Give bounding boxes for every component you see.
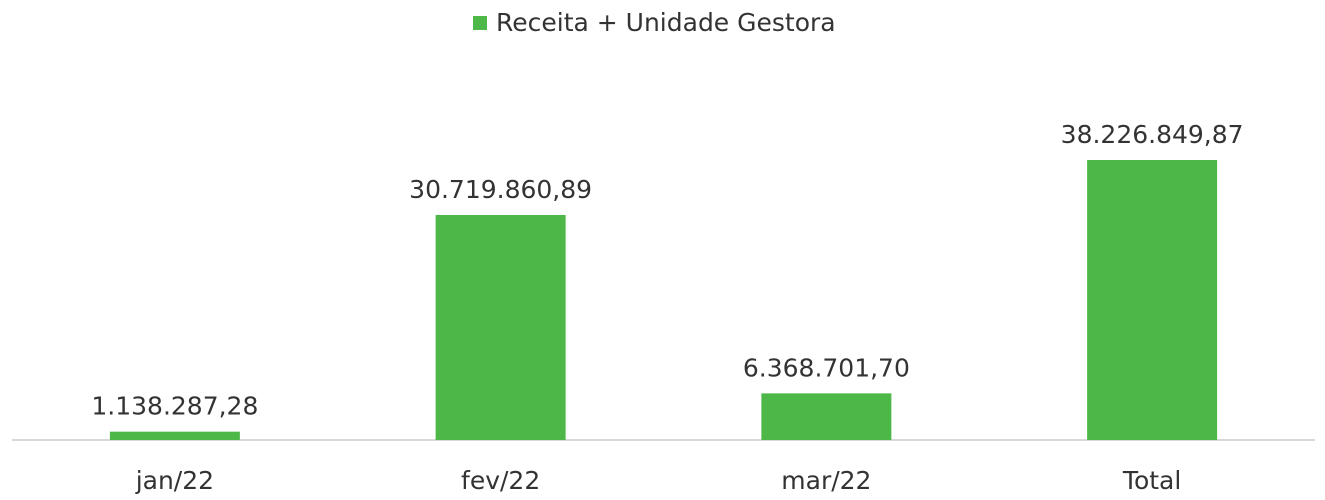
data-label: 30.719.860,89 [409,175,592,204]
data-label: 1.138.287,28 [91,392,258,421]
x-tick-label: Total [1122,466,1181,495]
legend-swatch [473,16,487,30]
data-label: 38.226.849,87 [1061,120,1244,149]
bar [109,431,240,440]
bar [435,214,566,440]
x-tick-label: jan/22 [135,466,214,495]
bar [1087,160,1218,440]
legend-label: Receita + Unidade Gestora [496,8,836,37]
bar [761,393,892,440]
x-tick-label: fev/22 [461,466,540,495]
data-label: 6.368.701,70 [743,353,910,382]
x-tick-label: mar/22 [781,466,871,495]
